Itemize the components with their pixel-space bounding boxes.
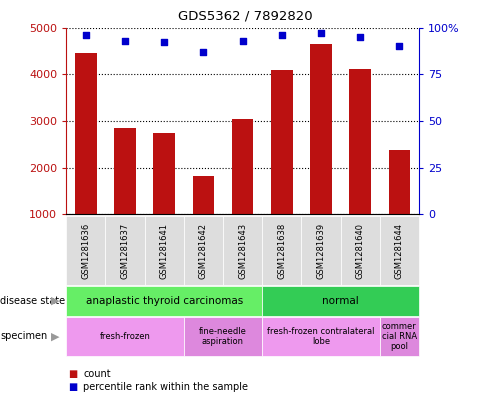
Bar [114, 128, 136, 214]
Bar [232, 119, 253, 214]
Text: GSM1281643: GSM1281643 [238, 222, 247, 279]
Point [278, 32, 286, 38]
Point [160, 39, 168, 46]
Text: ▶: ▶ [51, 331, 60, 342]
Bar [75, 53, 97, 214]
Text: fresh-frozen contralateral
lobe: fresh-frozen contralateral lobe [267, 327, 375, 346]
Point [121, 37, 129, 44]
Point [317, 30, 325, 36]
Text: GSM1281637: GSM1281637 [121, 222, 129, 279]
Text: count: count [83, 369, 111, 379]
Text: GSM1281640: GSM1281640 [356, 222, 365, 279]
Text: normal: normal [322, 296, 359, 306]
Text: GSM1281642: GSM1281642 [199, 222, 208, 279]
Text: ■: ■ [69, 369, 78, 379]
Text: disease state: disease state [0, 296, 65, 306]
Text: GSM1281644: GSM1281644 [395, 222, 404, 279]
Text: commer
cial RNA
pool: commer cial RNA pool [382, 321, 417, 351]
Bar [193, 176, 214, 214]
Text: GSM1281641: GSM1281641 [160, 222, 169, 279]
Text: specimen: specimen [0, 331, 47, 342]
Point [395, 43, 403, 49]
Point [356, 34, 364, 40]
Text: anaplastic thyroid carcinomas: anaplastic thyroid carcinomas [86, 296, 243, 306]
Text: GDS5362 / 7892820: GDS5362 / 7892820 [178, 10, 312, 23]
Point [199, 49, 207, 55]
Text: fine-needle
aspiration: fine-needle aspiration [199, 327, 247, 346]
Text: fresh-frozen: fresh-frozen [99, 332, 150, 341]
Point [239, 37, 246, 44]
Text: percentile rank within the sample: percentile rank within the sample [83, 382, 248, 392]
Point [82, 32, 90, 38]
Bar [310, 44, 332, 214]
Text: GSM1281639: GSM1281639 [317, 222, 325, 279]
Text: ■: ■ [69, 382, 78, 392]
Text: ▶: ▶ [51, 296, 60, 306]
Bar [389, 150, 410, 214]
Text: GSM1281636: GSM1281636 [81, 222, 90, 279]
Bar [349, 68, 371, 214]
Bar [271, 70, 293, 214]
Text: GSM1281638: GSM1281638 [277, 222, 286, 279]
Bar [153, 132, 175, 214]
